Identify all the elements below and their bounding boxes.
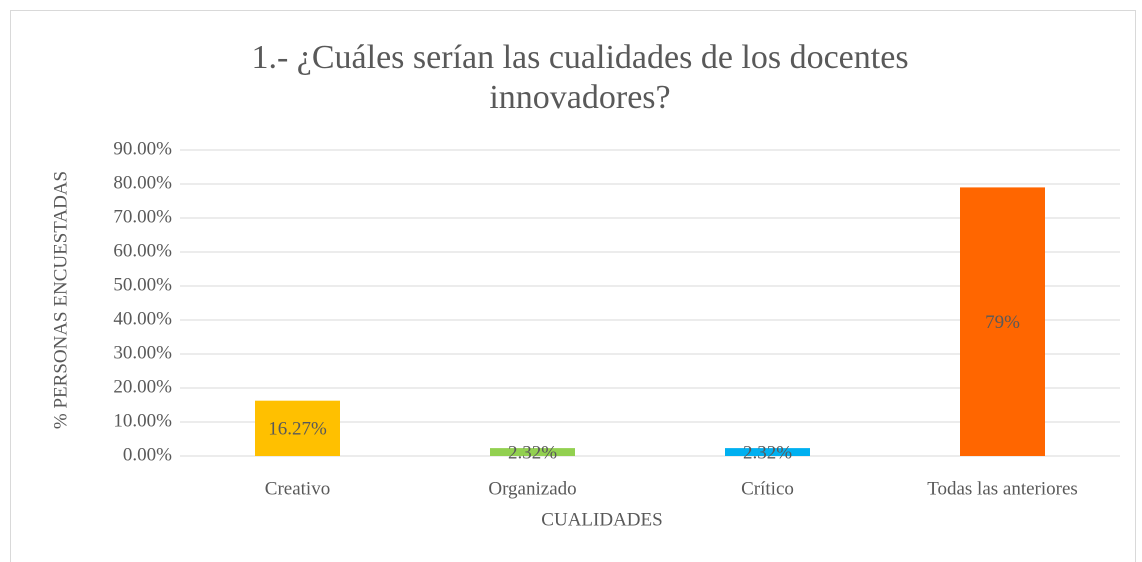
x-tick-label: Crítico xyxy=(741,478,794,499)
data-label: 79% xyxy=(985,312,1020,333)
y-tick-label: 0.00% xyxy=(123,444,172,465)
y-tick-label: 60.00% xyxy=(113,240,172,261)
data-label: 2.32% xyxy=(743,442,792,463)
y-tick-label: 10.00% xyxy=(113,410,172,431)
bar xyxy=(960,187,1045,456)
bar xyxy=(255,400,340,456)
chart-border xyxy=(10,10,1136,562)
y-tick-label: 40.00% xyxy=(113,308,172,329)
x-tick-label: Creativo xyxy=(265,478,330,499)
y-tick-label: 30.00% xyxy=(113,342,172,363)
x-tick-label: Organizado xyxy=(488,478,576,499)
y-tick-label: 50.00% xyxy=(113,274,172,295)
y-tick-label: 20.00% xyxy=(113,376,172,397)
y-axis-label: % PERSONAS ENCUESTADAS xyxy=(50,171,71,429)
bar xyxy=(725,448,810,456)
y-tick-label: 70.00% xyxy=(113,206,172,227)
data-label: 2.32% xyxy=(508,442,557,463)
x-axis-label: CUALIDADES xyxy=(541,509,662,530)
y-tick-label: 80.00% xyxy=(113,172,172,193)
chart-title: 1.- ¿Cuáles serían las cualidades de los… xyxy=(251,39,909,116)
x-tick-label: Todas las anteriores xyxy=(927,478,1078,499)
y-tick-label: 90.00% xyxy=(113,138,172,159)
bar xyxy=(490,448,575,456)
data-label: 16.27% xyxy=(268,419,327,440)
